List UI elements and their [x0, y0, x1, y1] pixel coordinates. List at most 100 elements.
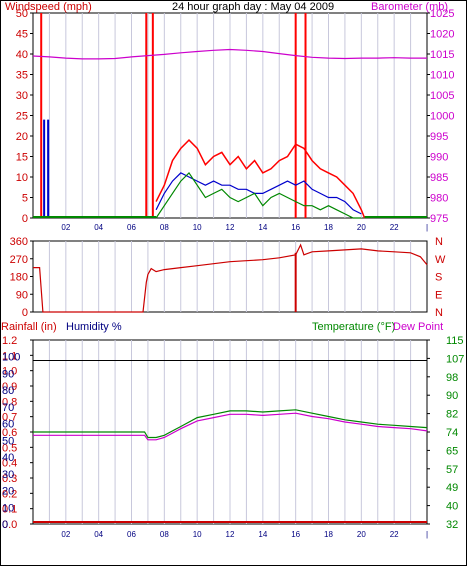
- barometer-tick: 995: [430, 131, 448, 143]
- barometer-tick: 1005: [430, 90, 454, 102]
- temperature-x-tick: 10: [193, 530, 202, 539]
- rainfall-tick: 0.9: [2, 381, 17, 393]
- humidity-tick: 30: [2, 469, 14, 481]
- temperature-x-tick: 06: [127, 530, 136, 539]
- temperature-series: [33, 409, 428, 439]
- rainfall-axis-label: Rainfall (in): [1, 321, 57, 333]
- humidity-tick: 20: [2, 486, 14, 498]
- barometer-tick: 1000: [430, 111, 454, 123]
- temperature-axis-label: Temperature (°F): [312, 321, 395, 333]
- direction-tick: 90: [16, 289, 28, 301]
- rainfall-tick: 0.5: [2, 442, 17, 454]
- compass-label: E: [435, 289, 442, 301]
- average-series: [155, 172, 362, 215]
- barometer-tick: 1010: [430, 70, 454, 82]
- humidity-tick: 40: [2, 452, 14, 464]
- grid-layer: [48, 13, 412, 524]
- barometer-series: [32, 48, 427, 60]
- temperature-x-tick: 20: [357, 530, 366, 539]
- wind-x-tick: 06: [127, 223, 136, 232]
- wind-x-tick: 18: [324, 223, 333, 232]
- barometer-tick: 1020: [430, 29, 454, 41]
- temperature-tick: 32: [446, 519, 458, 531]
- wind-x-tick: |: [426, 223, 428, 232]
- wind-x-tick: 10: [193, 223, 202, 232]
- barometer-tick: 985: [430, 172, 448, 184]
- direction-tick: 180: [10, 272, 28, 284]
- series-layer: [32, 13, 428, 523]
- temperature-tick: 98: [446, 372, 458, 384]
- wind-direction-series: [33, 243, 428, 313]
- windspeed-tick: 0: [22, 213, 28, 225]
- temperature-x-tick: 04: [94, 530, 103, 539]
- rainfall-tick: 0.0: [2, 519, 17, 531]
- low-series: [155, 171, 362, 219]
- rainfall-tick: 1.2: [2, 335, 17, 347]
- temperature-tick: 65: [446, 445, 458, 457]
- humidity-tick: 50: [2, 435, 14, 447]
- temperature-tick: 49: [446, 482, 458, 494]
- wind-x-tick: 22: [390, 223, 399, 232]
- wind-x-tick: 04: [94, 223, 103, 232]
- windspeed-tick: 15: [16, 152, 28, 164]
- temperature-tick: 82: [446, 409, 458, 421]
- graph-title: 24 hour graph day : May 04 2009: [172, 1, 334, 13]
- temperature-tick: 57: [446, 464, 458, 476]
- compass-label: W: [435, 254, 446, 266]
- wind-x-tick: 08: [160, 223, 169, 232]
- compass-label: N: [435, 307, 443, 319]
- dewpoint-axis-label: Dew Point: [393, 321, 443, 333]
- temperature-tick: 90: [446, 390, 458, 402]
- wind-x-tick: 16: [291, 223, 300, 232]
- temperature-x-tick: 14: [258, 530, 267, 539]
- temperature-x-tick: 22: [390, 530, 399, 539]
- compass-label: S: [435, 272, 442, 284]
- tick-layer: 0510152025303540455097598098599099510001…: [2, 8, 464, 539]
- barometer-tick: 1015: [430, 49, 454, 61]
- barometer-axis-label: Barometer (mb): [371, 1, 448, 13]
- direction-tick: 0: [22, 307, 28, 319]
- humidity-tick: 70: [2, 402, 14, 414]
- rainfall-tick: 0.4: [2, 458, 17, 470]
- barometer-tick: 980: [430, 193, 448, 205]
- humidity-axis-label: Humidity %: [66, 321, 122, 333]
- rainfall-tick: 0.7: [2, 412, 17, 424]
- compass-label: N: [435, 236, 443, 248]
- temperature-x-tick: 08: [160, 530, 169, 539]
- wind-x-tick: 12: [226, 223, 235, 232]
- humidity-tick: 100: [2, 352, 20, 364]
- windspeed-tick: 30: [16, 90, 28, 102]
- windspeed-tick: 25: [16, 111, 28, 123]
- temperature-tick: 115: [446, 335, 464, 347]
- temperature-x-tick: 18: [324, 530, 333, 539]
- wind-x-tick: 14: [258, 223, 267, 232]
- windspeed-tick: 35: [16, 70, 28, 82]
- direction-tick: 360: [10, 236, 28, 248]
- windspeed-tick: 40: [16, 49, 28, 61]
- dewpoint-series: [33, 412, 428, 441]
- windspeed-tick: 10: [16, 172, 28, 184]
- temperature-x-tick: 16: [291, 530, 300, 539]
- rainfall-tick: 0.6: [2, 427, 17, 439]
- rainfall-tick: 1.0: [2, 366, 17, 378]
- windspeed-axis-label: Windspeed (mph): [5, 1, 92, 13]
- rainfall-tick: 0.1: [2, 504, 17, 516]
- temperature-x-tick: |: [426, 530, 428, 539]
- humidity-tick: 80: [2, 385, 14, 397]
- temperature-tick: 40: [446, 501, 458, 513]
- humidity-tick: 90: [2, 368, 14, 380]
- temperature-tick: 74: [446, 427, 458, 439]
- barometer-tick: 990: [430, 152, 448, 164]
- temperature-tick: 107: [446, 353, 464, 365]
- humidity-tick: 0: [2, 519, 8, 531]
- barometer-tick: 1025: [430, 8, 454, 20]
- barometer-tick: 975: [430, 213, 448, 225]
- direction-tick: 270: [10, 254, 28, 266]
- windspeed-tick: 5: [22, 193, 28, 205]
- rainfall-tick: 0.3: [2, 473, 17, 485]
- rainfall-tick: 0.8: [2, 396, 17, 408]
- windspeed-tick: 50: [16, 8, 28, 20]
- wind-x-tick: 02: [61, 223, 70, 232]
